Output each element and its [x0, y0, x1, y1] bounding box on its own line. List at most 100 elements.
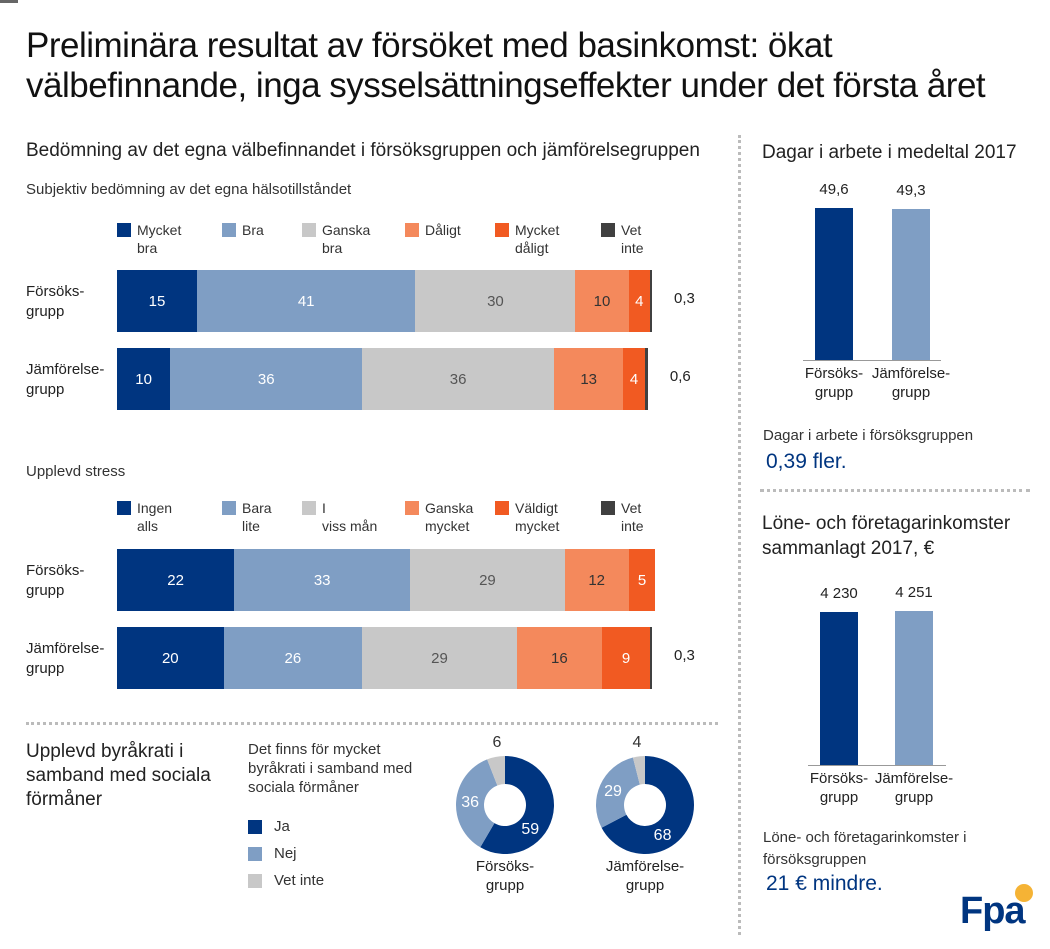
legend-label: Vet inte — [621, 500, 644, 534]
baseline — [808, 765, 946, 766]
legend-label: Vet inte — [274, 872, 325, 889]
bar-segment: 20 — [117, 627, 224, 689]
bar-segment — [650, 270, 652, 332]
legend-swatch — [601, 501, 615, 515]
bar-segment: 29 — [410, 549, 565, 611]
baseline — [803, 360, 941, 361]
wellbeing-heading: Bedömning av det egna välbefinnandet i f… — [26, 140, 700, 161]
donut-slice — [487, 756, 505, 786]
bar-value-label: 0,3 — [674, 290, 695, 307]
donut-value-label: 68 — [653, 827, 672, 845]
divider — [26, 722, 718, 725]
legend-label: Dåligt — [425, 222, 461, 238]
days-note: Dagar i arbete i försöksgruppen — [763, 427, 974, 444]
legend-swatch — [601, 223, 615, 237]
days-highlight: 0,39 fler. — [766, 450, 847, 473]
legend-item: Väldigt mycket — [495, 499, 590, 535]
column-bar — [892, 208, 930, 360]
legend-item: Vet inte — [248, 872, 324, 890]
donut-value-label: 36 — [461, 794, 479, 812]
legend-swatch — [222, 223, 236, 237]
leader-line — [0, 2, 18, 3]
column-bar — [895, 611, 933, 765]
legend-label: Bara lite — [242, 500, 272, 534]
bar-segment: 12 — [564, 549, 629, 611]
donut-group-label: Jämförelse- grupp — [605, 858, 685, 894]
bar-segment: 33 — [234, 549, 411, 611]
bar-segment: 16 — [516, 627, 603, 689]
income-note: Löne- och företagarinkomster i försöksgr… — [763, 829, 967, 868]
bar-segment — [650, 627, 652, 689]
column-category-label: Försöks- grupp — [809, 770, 869, 806]
days-title: Dagar i arbete i medeltal 2017 — [762, 142, 1017, 163]
donut-title: Det finns för mycket byråkrati i samband… — [248, 741, 413, 796]
legend-label: Nej — [274, 845, 297, 862]
column-category-label: Jämförelse- grupp — [874, 770, 954, 806]
bar-segment: 22 — [117, 549, 235, 611]
bar-segment: 29 — [362, 627, 517, 689]
legend-swatch — [405, 501, 419, 515]
legend-item: Vet inte — [601, 499, 651, 535]
column-bar — [820, 612, 858, 765]
legend-label: Ganska bra — [322, 222, 371, 256]
legend-label: Mycket dåligt — [515, 222, 560, 256]
legend-swatch — [495, 223, 509, 237]
legend-item: Dåligt — [405, 221, 500, 239]
bar-segment: 13 — [554, 348, 624, 410]
legend-swatch — [248, 820, 262, 834]
column-value-label: 49,3 — [896, 181, 926, 199]
legend-label: I viss mån — [322, 500, 378, 534]
legend-swatch — [302, 223, 316, 237]
legend-item: I viss mån — [302, 499, 397, 535]
bar-segment: 10 — [575, 270, 629, 332]
divider — [738, 135, 741, 935]
group-label: Jämförelse- grupp — [26, 361, 105, 398]
legend-swatch — [302, 501, 316, 515]
bar-segment — [644, 348, 648, 410]
legend-item: Mycket dåligt — [495, 221, 590, 257]
bar-segment: 15 — [117, 270, 197, 332]
bar-segment: 26 — [223, 627, 363, 689]
legend-label: Vet inte — [621, 222, 644, 256]
bar-segment: 4 — [623, 348, 645, 410]
group-label: Försöks- grupp — [26, 283, 85, 320]
legend-item: Ja — [248, 818, 290, 836]
legend-item: Ingen alls — [117, 499, 212, 535]
legend-item: Bra — [222, 221, 317, 239]
income-highlight: 21 € mindre. — [766, 872, 883, 895]
donut-slice — [480, 756, 554, 854]
legend-item: Bara lite — [222, 499, 317, 535]
donut-group-label: Försöks- grupp — [475, 858, 535, 894]
legend-item: Vet inte — [601, 221, 651, 257]
column-value-label: 4 251 — [895, 584, 933, 602]
bar-segment: 4 — [628, 270, 650, 332]
bar-value-label: 0,6 — [669, 368, 691, 385]
legend-item: Ganska bra — [302, 221, 397, 257]
bar-segment: 36 — [362, 348, 555, 410]
leader-line — [0, 0, 18, 1]
group-label: Jämförelse- grupp — [26, 640, 105, 677]
divider — [760, 489, 1030, 492]
legend-item: Nej — [248, 845, 297, 863]
fpa-logo: Fpa — [960, 890, 1026, 932]
donut-value-label: 29 — [604, 782, 622, 800]
column-value-label: 49,6 — [819, 181, 849, 198]
legend-item: Mycket bra — [117, 221, 212, 257]
bar-segment: 9 — [602, 627, 650, 689]
donut-value-label: 59 — [521, 821, 540, 839]
legend-label: Ingen alls — [137, 500, 173, 534]
donut-slice — [601, 756, 694, 854]
column-value-label: 4 230 — [820, 585, 858, 602]
bar-segment: 5 — [628, 549, 656, 611]
main-title: Preliminära resultat av försöket med bas… — [26, 26, 986, 105]
donut-slice — [596, 757, 640, 828]
legend-swatch — [222, 501, 236, 515]
legend-label: Bra — [242, 222, 264, 238]
health-title: Subjektiv bedömning av det egna hälsotil… — [26, 181, 352, 198]
donut-slice — [632, 756, 645, 785]
legend-label: Ganska mycket — [425, 500, 474, 534]
legend-label: Väldigt mycket — [515, 500, 560, 534]
bar-segment: 36 — [170, 348, 363, 410]
column-category-label: Försöks- grupp — [804, 365, 864, 401]
legend-swatch — [248, 847, 262, 861]
